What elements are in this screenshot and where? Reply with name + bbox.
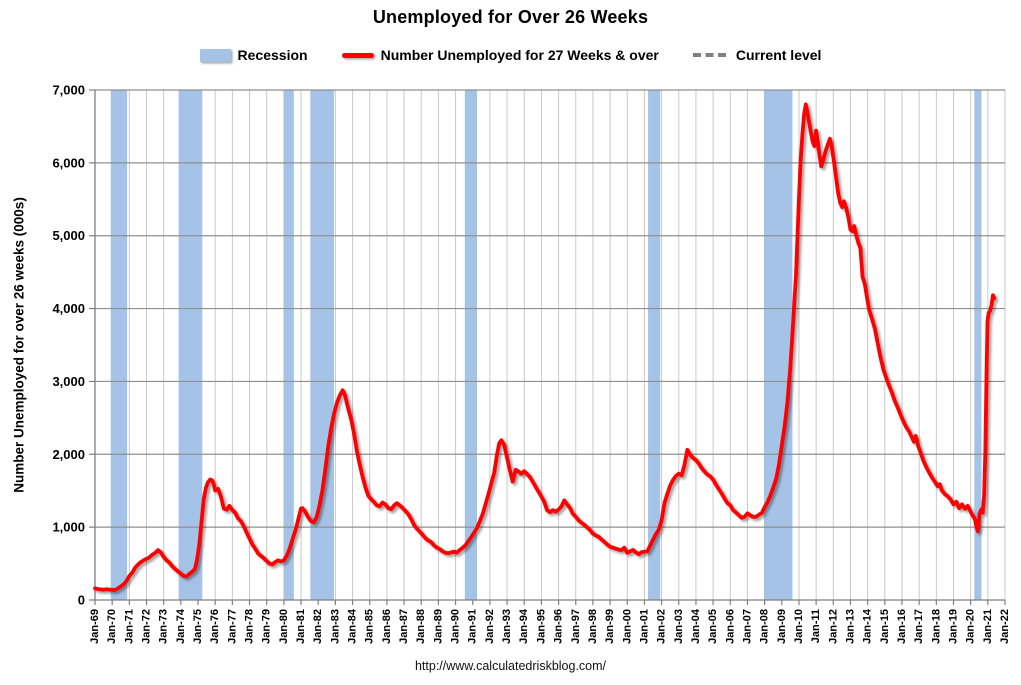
recession-band — [283, 90, 294, 600]
x-tick-label: Jan-73 — [158, 609, 170, 644]
x-tick-label: Jan-99 — [604, 609, 616, 644]
x-tick-label: Jan-80 — [278, 609, 290, 644]
x-tick-label: Jan-91 — [467, 609, 479, 644]
x-tick-label: Jan-00 — [621, 609, 633, 644]
y-tick-label: 4,000 — [52, 301, 85, 316]
recession-band — [110, 90, 128, 600]
x-tick-label: Jan-11 — [810, 609, 822, 643]
x-tick-label: Jan-86 — [381, 609, 393, 644]
legend-label-recession: Recession — [237, 47, 308, 63]
x-tick-label: Jan-21 — [982, 609, 994, 644]
recession-band — [974, 90, 982, 600]
x-tick-label: Jan-07 — [741, 609, 753, 644]
x-tick-label: Jan-79 — [261, 609, 273, 644]
recession-band — [763, 90, 793, 600]
recession-swatch-icon — [199, 48, 231, 62]
x-tick-label: Jan-93 — [501, 609, 513, 644]
x-tick-label: Jan-08 — [759, 609, 771, 644]
x-tick-label: Jan-69 — [89, 609, 101, 644]
x-tick-label: Jan-03 — [673, 609, 685, 644]
recession-band — [178, 90, 203, 600]
x-tick-label: Jan-98 — [587, 609, 599, 644]
source-url: http://www.calculatedriskblog.com/ — [414, 659, 607, 673]
y-tick-label: 1,000 — [52, 520, 85, 535]
x-tick-label: Jan-90 — [450, 609, 462, 644]
legend-label-current-level: Current level — [735, 47, 822, 63]
x-tick-label: Jan-89 — [432, 609, 444, 644]
y-tick-label: 3,000 — [52, 374, 85, 389]
chart-title: Unemployed for Over 26 Weeks — [372, 7, 649, 27]
x-tick-label: Jan-18 — [930, 609, 942, 644]
x-tick-label: Jan-17 — [913, 609, 925, 644]
x-tick-label: Jan-77 — [226, 609, 238, 644]
y-tick-label: 6,000 — [52, 155, 85, 170]
x-tick-label: Jan-97 — [570, 609, 582, 644]
y-axis-title: Number Unemployed for over 26 weeks (000… — [12, 197, 27, 493]
x-tick-label: Jan-96 — [553, 609, 565, 644]
y-tick-label: 2,000 — [52, 447, 85, 462]
x-tick-label: Jan-04 — [690, 608, 702, 644]
x-tick-label: Jan-92 — [484, 609, 496, 644]
x-tick-label: Jan-85 — [364, 609, 376, 644]
x-tick-label: Jan-78 — [244, 609, 256, 644]
recession-band — [648, 90, 661, 600]
x-tick-label: Jan-74 — [175, 608, 187, 644]
x-tick-label: Jan-12 — [827, 609, 839, 644]
x-tick-label: Jan-13 — [844, 609, 856, 644]
series-line-unemployed-27-weeks — [93, 102, 997, 592]
x-tick-label: Jan-10 — [793, 609, 805, 644]
x-tick-label: Jan-70 — [106, 609, 118, 644]
y-tick-label: 5,000 — [52, 228, 85, 243]
x-tick-label: Jan-81 — [295, 609, 307, 644]
x-tick-label: Jan-82 — [312, 609, 324, 644]
x-tick-label: Jan-95 — [535, 609, 547, 644]
legend-item-series: Number Unemployed for 27 Weeks & over — [341, 47, 659, 63]
x-tick-label: Jan-87 — [398, 609, 410, 644]
dashed-line-swatch-icon — [692, 53, 729, 57]
recession-band — [464, 90, 478, 600]
recession-band — [310, 90, 335, 600]
x-tick-label: Jan-83 — [329, 609, 341, 644]
legend: Recession Number Unemployed for 27 Weeks… — [0, 47, 1021, 63]
y-tick-label: 0 — [78, 593, 85, 608]
x-tick-label: Jan-88 — [415, 609, 427, 644]
legend-item-current-level: Current level — [692, 47, 822, 63]
x-tick-label: Jan-76 — [209, 609, 221, 644]
legend-item-recession: Recession — [199, 47, 308, 63]
x-tick-label: Jan-75 — [192, 609, 204, 644]
y-tick-label: 7,000 — [52, 83, 85, 98]
x-tick-label: Jan-06 — [724, 609, 736, 644]
x-tick-label: Jan-22 — [999, 609, 1011, 644]
x-tick-label: Jan-01 — [638, 609, 650, 644]
x-tick-label: Jan-09 — [776, 609, 788, 644]
x-tick-label: Jan-20 — [965, 609, 977, 644]
x-tick-label: Jan-84 — [347, 608, 359, 644]
x-tick-label: Jan-19 — [947, 609, 959, 644]
x-tick-label: Jan-15 — [879, 609, 891, 644]
x-tick-label: Jan-72 — [141, 609, 153, 644]
x-tick-label: Jan-71 — [123, 609, 135, 644]
x-tick-label: Jan-14 — [862, 608, 874, 644]
x-tick-label: Jan-94 — [518, 608, 530, 644]
x-tick-label: Jan-16 — [896, 609, 908, 644]
x-tick-label: Jan-02 — [656, 609, 668, 644]
x-tick-label: Jan-05 — [707, 609, 719, 644]
legend-label-series: Number Unemployed for 27 Weeks & over — [380, 47, 659, 63]
series-line-swatch-icon — [341, 52, 374, 58]
